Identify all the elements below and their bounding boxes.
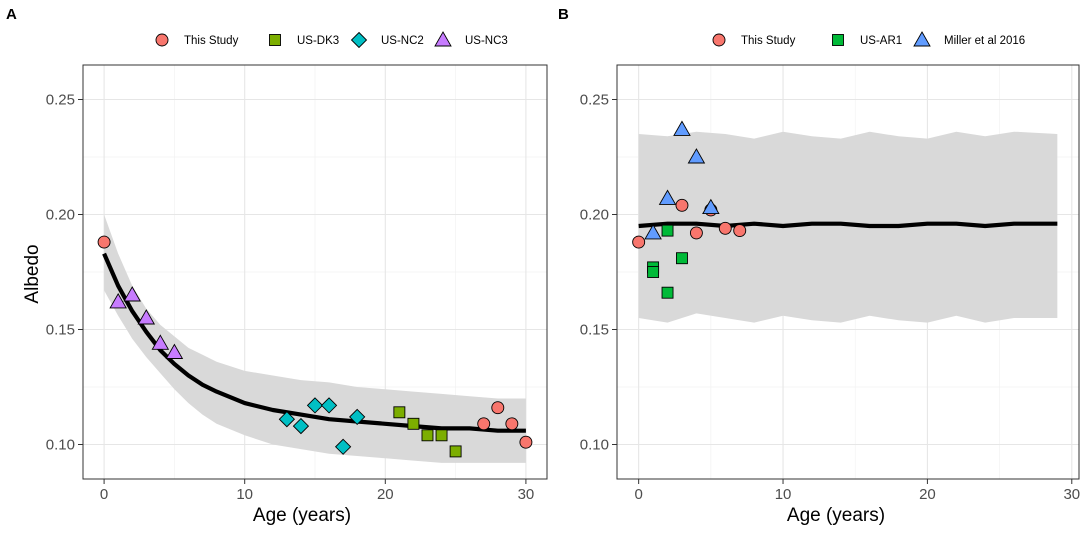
panel-b-letter: B [558,6,569,23]
panel-a: A This Study US-DK3 US-NC2 US-NC3 0 10 20 30 0.… [6,6,548,526]
panel-a-legend-key-us-dk3 [269,34,281,46]
panel-a-legend-label: US-DK3 [297,35,339,47]
panel-a-point-us-nc2 [349,408,366,426]
panel-b: B This Study US-AR1 Miller et al 2016 0 10 2… [558,6,1080,526]
panel-b-x-tick-label: 20 [919,486,936,503]
panel-a-point-this-study [477,417,491,431]
panel-a-legend: This Study US-DK3 US-NC2 US-NC3 [155,31,508,49]
panel-b-legend-key-this-study [712,33,726,47]
panel-b-point-this-study [632,235,646,249]
panel-a-y-axis-label: Albedo [22,244,43,303]
panel-b-y-tick-label: 0.20 [580,207,609,224]
panel-b-point-miller [673,120,691,136]
panel-a-point-this-study [491,401,505,415]
panel-a-point-us-nc3 [109,292,127,309]
panel-a-point-this-study [97,235,111,249]
panel-b-y-tick-label: 0.10 [580,437,609,454]
panel-b-legend-key-miller [913,31,931,47]
panel-a-point-us-nc3 [137,309,156,325]
panel-a-point-us-nc2 [292,417,310,435]
panel-a-point-us-nc2 [306,397,324,414]
panel-a-point-us-nc3 [165,343,184,359]
panel-a-point-this-study [519,435,533,449]
panel-a-x-tick-label: 20 [377,486,394,503]
panel-b-legend: This Study US-AR1 Miller et al 2016 [712,31,1025,47]
panel-a-point-us-dk3 [435,429,448,442]
panel-a-confidence-band [104,214,526,463]
panel-a-x-tick-label: 0 [100,486,108,503]
panel-b-point-us-ar1 [661,224,674,237]
panel-a-y-tick-label: 0.25 [46,92,75,109]
panel-b-confidence-band [638,131,1058,323]
panel-a-point-us-dk3 [449,445,462,458]
panel-a-point-us-nc2 [278,411,296,428]
panel-a-y-tick-label: 0.20 [46,207,75,224]
panel-b-plot: 0 10 20 30 0.10 0.15 0.20 0.25 [580,64,1080,503]
panel-a-point-us-nc2 [320,397,338,414]
panel-a-legend-key-us-nc2 [350,31,368,49]
panel-b-legend-label: US-AR1 [860,35,902,47]
panel-a-plot: 0 10 20 30 0.10 0.15 0.20 0.25 [46,64,548,503]
panel-a-point-this-study [505,417,519,431]
panel-b-x-tick-label: 30 [1063,486,1080,503]
panel-a-y-tick-label: 0.15 [46,322,75,339]
panel-b-x-axis-label: Age (years) [787,505,885,526]
panel-b-point-miller [658,189,677,205]
panel-b-x-tick-label: 0 [634,486,642,503]
panel-a-legend-label: US-NC3 [465,35,508,47]
panel-a-legend-key-us-nc3 [434,31,452,47]
panel-b-point-us-ar1 [676,252,688,265]
panel-a-y-tick-label: 0.10 [46,437,75,454]
panel-b-point-miller [702,198,720,215]
panel-b-point-this-study [733,224,747,238]
panel-a-legend-label: This Study [184,35,239,47]
panel-b-legend-key-us-ar1 [832,34,844,46]
panel-a-point-us-dk3 [393,406,406,419]
panel-b-y-tick-label: 0.25 [580,92,609,109]
panel-a-point-us-nc3 [151,334,170,350]
panel-b-point-this-study [675,198,689,212]
panel-a-letter: A [6,6,17,23]
panel-b-x-tick-label: 10 [775,486,792,503]
panel-a-x-tick-label: 30 [518,486,535,503]
panel-b-y-tick-label: 0.15 [580,322,609,339]
panel-b-point-this-study [718,221,732,235]
panel-a-legend-label: US-NC2 [381,35,424,47]
panel-a-legend-key-this-study [155,33,169,47]
panel-b-legend-label: Miller et al 2016 [944,35,1025,47]
panel-b-point-us-ar1 [661,286,674,299]
panel-b-point-miller [687,148,706,164]
panel-b-legend-label: This Study [741,35,796,47]
panel-a-x-axis-label: Age (years) [253,505,351,526]
panel-a-fit-line [102,252,526,433]
panel-a-point-us-dk3 [407,417,420,430]
panel-a-point-us-nc3 [123,286,141,302]
panel-b-point-miller [644,223,662,240]
panel-a-frame [82,64,548,480]
panel-a-x-tick-label: 10 [236,486,253,503]
panel-b-point-us-ar1 [647,266,660,278]
panel-b-point-this-study [689,226,703,240]
panel-a-point-us-dk3 [421,429,434,442]
panel-b-frame [616,64,1080,480]
panel-b-fit-line [638,221,1058,229]
panel-a-point-us-nc2 [334,438,352,455]
